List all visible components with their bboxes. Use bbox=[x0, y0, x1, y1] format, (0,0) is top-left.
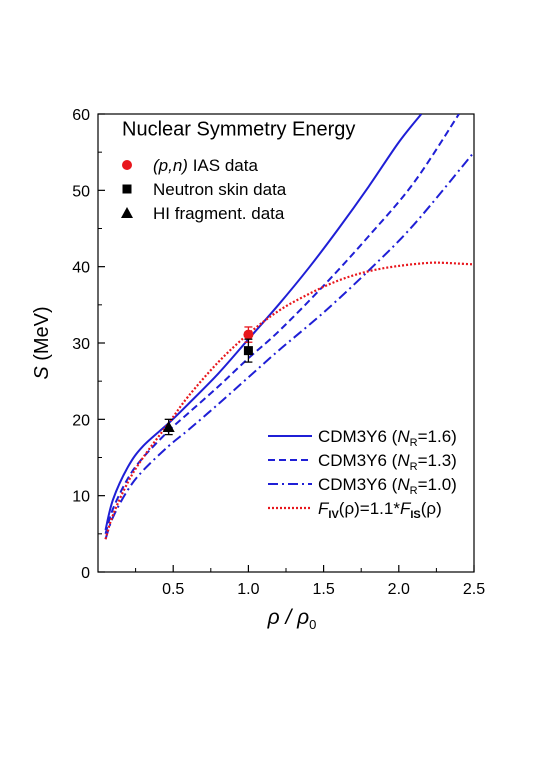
y-tick-label: 10 bbox=[72, 489, 90, 506]
x-axis-label-sub: 0 bbox=[309, 617, 316, 632]
series-layer bbox=[104, 114, 474, 540]
x-tick-label: 0.5 bbox=[162, 581, 184, 598]
legend-label-part: R bbox=[410, 485, 418, 497]
legend-label-part: R bbox=[410, 437, 418, 449]
legend-label-part: N bbox=[397, 451, 410, 470]
y-tick-label: 50 bbox=[72, 183, 90, 200]
legend-label-part: N bbox=[397, 427, 410, 446]
series-line-2 bbox=[104, 114, 460, 535]
legend-points: (p,n) IAS data Neutron skin data HI fragme… bbox=[121, 156, 287, 223]
legend-label-part: =1.0) bbox=[418, 475, 457, 494]
data-point-circle bbox=[243, 329, 254, 340]
legend-label-part: IS bbox=[410, 509, 420, 521]
legend-label-part: =1.6) bbox=[418, 427, 457, 446]
x-tick-label: 2.5 bbox=[463, 581, 485, 598]
legend-label-part: (ρ)=1.1* bbox=[339, 499, 401, 518]
legend-label-part: F bbox=[318, 499, 330, 518]
y-tick-label: 60 bbox=[72, 107, 90, 124]
y-axis-label-italic: S bbox=[31, 366, 53, 380]
legend-label: HI fragment. data bbox=[153, 204, 285, 223]
legend-label-part: CDM3Y6 ( bbox=[318, 475, 398, 494]
legend-label-part: HI fragment. data bbox=[153, 204, 285, 223]
axis-ticks: 0.5 1.0 1.5 2.0 2.5 0 10 20 30 40 50 60 bbox=[72, 107, 485, 598]
legend-label-part: (p,n) bbox=[153, 156, 188, 175]
legend-label: CDM3Y6 (NR=1.0) bbox=[318, 475, 457, 497]
y-axis-label: S (MeV) bbox=[31, 306, 53, 379]
legend-label: (p,n) IAS data bbox=[153, 156, 258, 175]
legend-label-part: IAS data bbox=[188, 156, 258, 175]
y-tick-label: 40 bbox=[72, 260, 90, 277]
legend-label-part: IV bbox=[328, 509, 339, 521]
x-tick-label: 1.0 bbox=[237, 581, 259, 598]
legend-label-part: R bbox=[410, 461, 418, 473]
x-axis-label: ρ / ρ0 bbox=[267, 606, 317, 632]
legend-label: FIV(ρ)=1.1*FIS(ρ) bbox=[318, 499, 442, 521]
legend-label: CDM3Y6 (NR=1.3) bbox=[318, 451, 457, 473]
x-tick-label: 2.0 bbox=[388, 581, 410, 598]
legend-marker-triangle bbox=[121, 207, 133, 218]
x-axis-label-main: ρ / ρ bbox=[267, 606, 310, 629]
legend-label-part: Neutron skin data bbox=[153, 180, 287, 199]
legend-label-part: (ρ) bbox=[421, 499, 442, 518]
data-points-layer bbox=[162, 326, 254, 436]
legend-label-part: F bbox=[400, 499, 412, 518]
legend-label: CDM3Y6 (NR=1.6) bbox=[318, 427, 457, 449]
series-line-3 bbox=[104, 151, 474, 540]
legend-lines: CDM3Y6 (NR=1.6)CDM3Y6 (NR=1.3)CDM3Y6 (NR… bbox=[268, 427, 457, 521]
legend-marker-square bbox=[122, 184, 132, 194]
chart-title: Nuclear Symmetry Energy bbox=[122, 119, 355, 141]
legend-label: Neutron skin data bbox=[153, 180, 287, 199]
legend-marker-circle bbox=[122, 160, 132, 170]
y-axis-label-rest: (MeV) bbox=[31, 306, 53, 366]
y-tick-label: 30 bbox=[72, 336, 90, 353]
x-tick-label: 1.5 bbox=[312, 581, 334, 598]
y-tick-label: 0 bbox=[81, 565, 90, 582]
y-tick-label: 20 bbox=[72, 412, 90, 429]
legend-label-part: N bbox=[397, 475, 410, 494]
legend-label-part: =1.3) bbox=[418, 451, 457, 470]
data-point-square bbox=[243, 346, 253, 356]
legend-label-part: CDM3Y6 ( bbox=[318, 427, 398, 446]
series-line-1 bbox=[104, 114, 423, 531]
legend-label-part: CDM3Y6 ( bbox=[318, 451, 398, 470]
data-point-triangle bbox=[162, 420, 175, 432]
series-line-4 bbox=[104, 261, 474, 540]
